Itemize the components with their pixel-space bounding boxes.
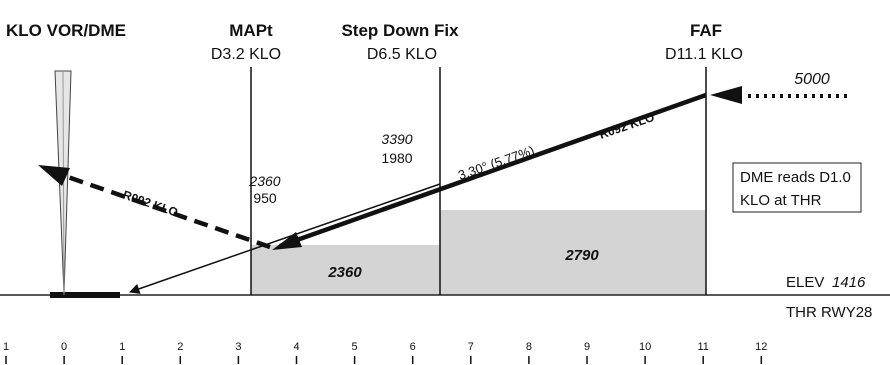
scale-tick-label: 7	[468, 341, 474, 353]
approach-path	[279, 92, 707, 249]
station-label: KLO VOR/DME	[6, 21, 126, 40]
dme-note-line2: KLO at THR	[740, 192, 822, 209]
obstacle-box-2-label: 2790	[564, 247, 599, 264]
threshold-label: THR RWY28	[786, 304, 872, 321]
scale-tick-label: 1	[119, 341, 125, 353]
runway-bar	[50, 292, 120, 298]
scale-tick-label: 2	[177, 341, 183, 353]
mapt-altitude-hat: 950	[253, 190, 277, 206]
elev-value: 1416	[832, 274, 866, 291]
scale-tick-label: 10	[639, 341, 651, 353]
scale-tick-label: 12	[755, 341, 767, 353]
mapt-distance: D3.2 KLO	[211, 46, 281, 63]
missed-radial-label: R092 KLO	[121, 188, 180, 220]
dme-note-box	[732, 162, 862, 213]
sdf-title: Step Down Fix	[341, 21, 459, 40]
dme-note-line1: DME reads D1.0	[740, 169, 851, 186]
faf-title: FAF	[690, 21, 722, 40]
scale-tick-label: 1	[3, 341, 9, 353]
obstacle-box-2	[440, 210, 706, 295]
scale-tick-label: 0	[61, 341, 67, 353]
missed-approach-arrowhead	[38, 165, 70, 186]
mapt-altitude-msl: 2360	[248, 173, 280, 189]
inbound-radial-label: R092 KLO	[597, 110, 656, 142]
approach-arrowhead	[272, 232, 302, 250]
scale-tick-label: 8	[526, 341, 532, 353]
obstacle-box-1	[251, 245, 440, 295]
scale-tick-label: 5	[352, 341, 358, 353]
faf-arrowhead	[710, 86, 742, 104]
vor-antenna-axis	[62, 70, 65, 296]
scale-tick-label: 4	[293, 341, 299, 353]
scale-tick-label: 6	[410, 341, 416, 353]
faf-altitude: 5000	[794, 71, 830, 88]
sdf-distance: D6.5 KLO	[367, 46, 437, 63]
missed-approach-path	[61, 172, 271, 250]
scale-tick-label: 11	[697, 341, 708, 353]
sdf-altitude-msl: 3390	[381, 131, 412, 147]
faf-distance: D11.1 KLO	[665, 46, 743, 63]
sdf-altitude-hat: 1980	[381, 150, 412, 166]
glidepath-extension	[129, 183, 441, 294]
obstacle-box-1-label: 2360	[327, 264, 362, 281]
glide-angle-label: 3.30° (5.77%)	[456, 143, 536, 183]
scale-tick-label: 3	[235, 341, 241, 353]
scale-tick-label: 9	[584, 341, 590, 353]
distance-scale: 1 0 1 2 3 4 5 6 7 8 9 10 11 12	[3, 341, 767, 364]
mapt-title: MAPt	[229, 21, 273, 40]
elev-label: ELEV	[786, 274, 824, 291]
